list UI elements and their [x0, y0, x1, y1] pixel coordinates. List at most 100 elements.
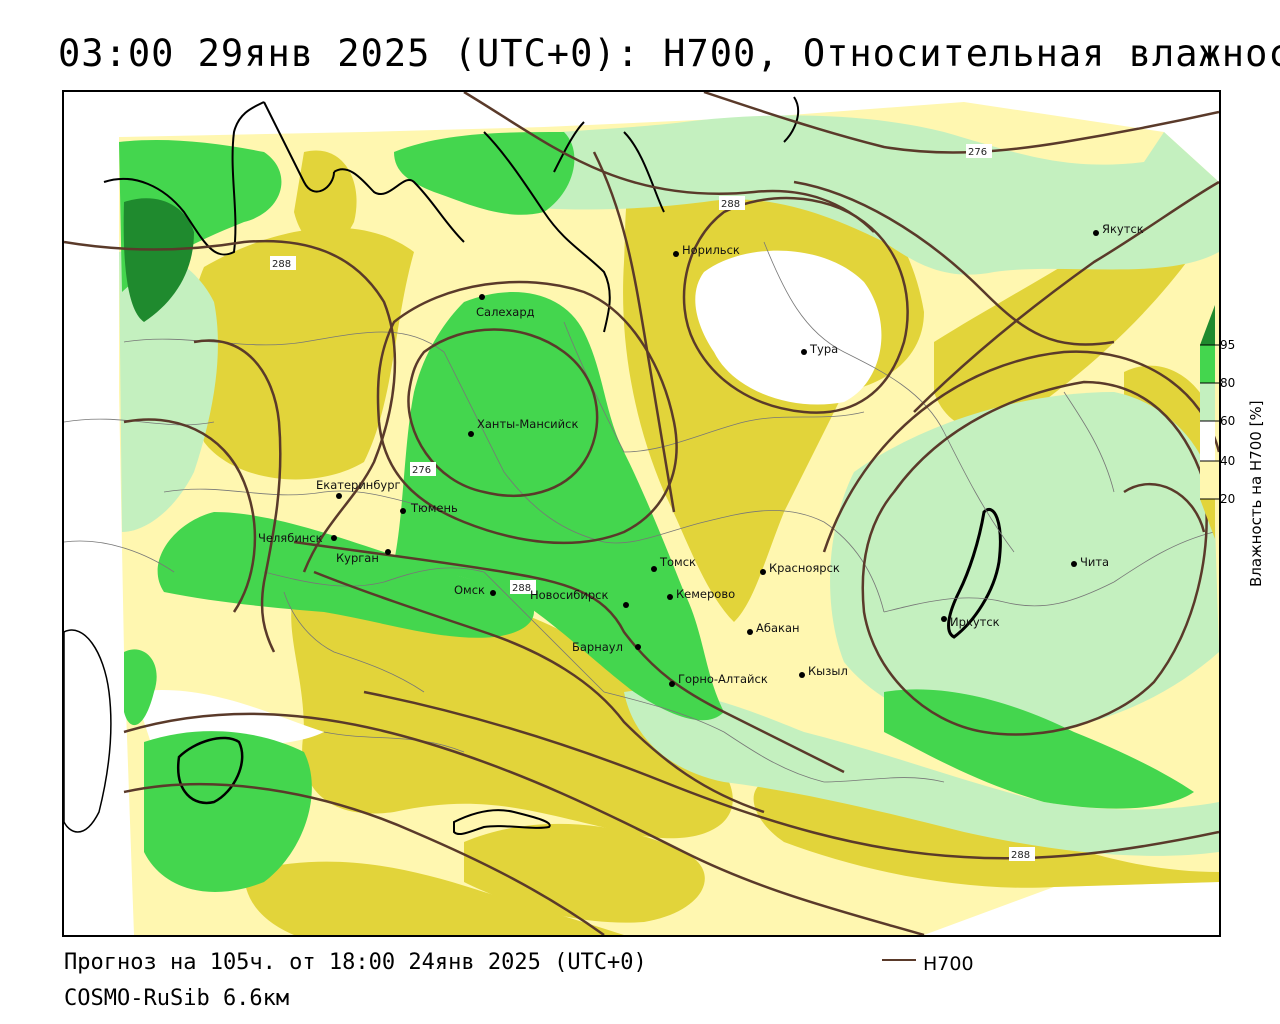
- isoline-south-1: [123, 712, 925, 935]
- aral-sea: [176, 736, 244, 805]
- svg-text:Ханты-Мансийск: Ханты-Мансийск: [477, 417, 578, 431]
- svg-text:288: 288: [272, 259, 291, 270]
- humidity-map: 276 288 288 276 288 288 Салехард Ханты-М…: [64, 92, 1219, 935]
- isoline-baikal-loop: [861, 380, 1208, 736]
- dry-zone-ural: [294, 150, 357, 248]
- isoline-label-288-se: 288: [1009, 847, 1035, 861]
- svg-text:Норильск: Норильск: [682, 243, 740, 257]
- isoline-288-north: [463, 92, 875, 233]
- dry-zone-sw: [244, 861, 624, 935]
- isoline-288-west: [64, 239, 397, 573]
- isoline-label-276-ne: 276: [966, 144, 992, 158]
- dry-zone-west: [190, 227, 414, 480]
- isoline-west-a: [193, 339, 282, 653]
- dry-zone-south: [291, 584, 733, 839]
- neutral-zone-tura: [695, 250, 882, 405]
- isoline-mid: [313, 570, 765, 814]
- h700-legend-line: [882, 959, 916, 961]
- colorbar-tick-40: 40: [1220, 454, 1235, 468]
- coastlines: [103, 96, 800, 333]
- isoline-loop-ob: [376, 280, 678, 545]
- isoline-label-288-w: 288: [270, 256, 296, 270]
- city-chelyabinsk: Челябинск: [258, 531, 337, 545]
- caspian-sea: [64, 629, 112, 833]
- svg-text:Иркутск: Иркутск: [950, 615, 1000, 629]
- colorbar-band-40: [1200, 461, 1215, 499]
- svg-text:276: 276: [968, 147, 987, 158]
- svg-text:Тура: Тура: [809, 342, 838, 356]
- svg-text:276: 276: [412, 465, 431, 476]
- city-khanty-mansiysk: Ханты-Мансийск: [468, 417, 578, 437]
- city-kurgan: Курган: [336, 549, 391, 565]
- colorbar-band-60: [1200, 421, 1215, 461]
- wet-zone-kazakh: [144, 731, 312, 892]
- dry-zone-aral: [464, 823, 705, 923]
- h700-legend-label: H700: [923, 953, 974, 975]
- isoline-label-288-n: 288: [719, 196, 745, 210]
- svg-text:Красноярск: Красноярск: [769, 561, 840, 575]
- map-title: 03:00 29янв 2025 (UTC+0): H700, Относите…: [58, 32, 1280, 75]
- svg-text:Екатеринбург: Екатеринбург: [316, 478, 401, 492]
- cities: Салехард Ханты-Мансийск Екатеринбург Тюм…: [258, 222, 1144, 687]
- isoline-se-288: [363, 690, 1219, 860]
- svg-text:Омск: Омск: [454, 583, 485, 597]
- wet-zone-north-coast: [394, 132, 575, 215]
- city-chita: Чита: [1071, 555, 1109, 569]
- city-norilsk: Норильск: [673, 243, 740, 257]
- svg-text:288: 288: [721, 199, 740, 210]
- city-abakan: Абакан: [747, 621, 800, 635]
- wet-zone-ob: [394, 292, 724, 721]
- svg-text:Томск: Томск: [659, 555, 696, 569]
- lake-baikal: [947, 508, 1002, 639]
- model-name: COSMO-RuSib 6.6км: [64, 986, 290, 1011]
- city-novosibirsk: Новосибирск: [530, 588, 629, 608]
- city-irkutsk: Иркутск: [941, 615, 1000, 629]
- forecast-info: Прогноз на 105ч. от 18:00 24янв 2025 (UT…: [64, 950, 647, 975]
- wet-zone-caspian: [124, 649, 157, 726]
- svg-text:Курган: Курган: [336, 551, 379, 565]
- svg-text:Салехард: Салехард: [476, 305, 535, 319]
- svg-text:Тюмень: Тюмень: [410, 501, 458, 515]
- wet-zone-ural-south: [157, 512, 534, 638]
- colorbar-band-80: [1200, 383, 1215, 421]
- colorbar-tick-80: 80: [1220, 376, 1235, 390]
- svg-text:Челябинск: Челябинск: [258, 531, 323, 545]
- svg-text:Якутск: Якутск: [1102, 222, 1144, 236]
- city-kemerovo: Кемерово: [667, 587, 735, 601]
- svg-text:288: 288: [1011, 850, 1030, 861]
- colorbar-top-triangle: [1200, 305, 1215, 345]
- svg-text:Кызыл: Кызыл: [808, 664, 848, 678]
- city-gorno-altaisk: Горно-Алтайск: [669, 672, 768, 687]
- svg-text:Новосибирск: Новосибирск: [530, 588, 608, 602]
- city-kyzyl: Кызыл: [799, 664, 848, 678]
- svg-text:288: 288: [512, 583, 531, 594]
- isoline-baikal-outer: [822, 350, 1219, 553]
- isoline-diag: [913, 180, 1219, 413]
- saturated-zone-nw: [123, 198, 194, 322]
- isoline-labels: 276 288 288 276 288 288: [270, 144, 1035, 861]
- colorbar-tick-60: 60: [1220, 414, 1235, 428]
- svg-text:Барнаул: Барнаул: [572, 640, 623, 654]
- city-yakutsk: Якутск: [1093, 222, 1144, 236]
- isoline-276-khanty: [407, 328, 599, 497]
- isoline-west-b: [123, 418, 257, 613]
- city-tomsk: Томск: [651, 555, 696, 572]
- isoline-ring-tura: [682, 196, 909, 414]
- colorbar-band-95: [1200, 345, 1215, 383]
- city-ekaterinburg: Екатеринбург: [316, 478, 401, 499]
- admin-borders: [64, 241, 1215, 783]
- isoline-northeast: [793, 180, 1115, 346]
- moist-zone-baikal: [830, 392, 1219, 734]
- svg-text:Абакан: Абакан: [756, 621, 800, 635]
- isoline-south-2: [123, 782, 605, 935]
- lake-balkhash: [453, 809, 551, 836]
- h700-isolines: [64, 92, 1219, 935]
- city-tyumen: Тюмень: [400, 501, 458, 515]
- map-area: 276 288 288 276 288 288 Салехард Ханты-М…: [62, 90, 1221, 937]
- isoline-label-288-omsk: 288: [510, 580, 536, 594]
- isoline-east-small: [1123, 482, 1206, 533]
- city-barnaul: Барнаул: [572, 640, 641, 654]
- isoline-omsk-288: [293, 540, 845, 774]
- city-omsk: Омск: [454, 583, 496, 597]
- colorbar-tick-95: 95: [1220, 338, 1235, 352]
